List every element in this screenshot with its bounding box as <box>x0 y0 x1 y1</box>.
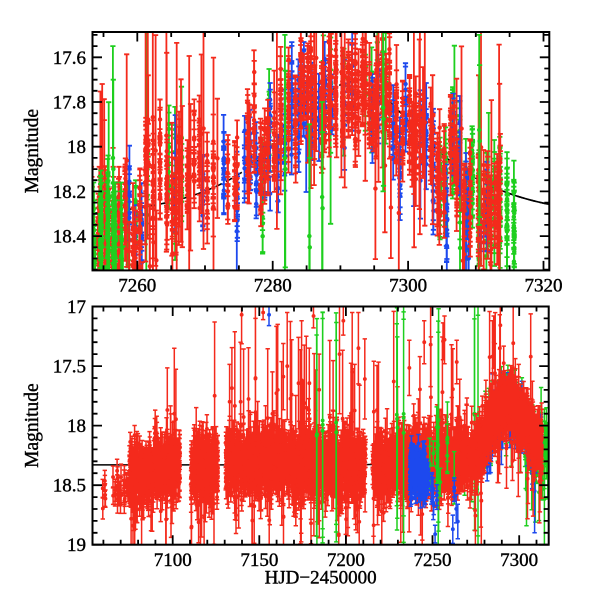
svg-text:18.4: 18.4 <box>53 227 87 248</box>
svg-text:7200: 7200 <box>327 550 365 571</box>
svg-text:18: 18 <box>67 416 86 437</box>
svg-text:Magnitude: Magnitude <box>22 109 43 193</box>
svg-text:18.2: 18.2 <box>53 182 86 203</box>
svg-text:7280: 7280 <box>254 276 292 297</box>
svg-text:7300: 7300 <box>500 550 538 571</box>
svg-text:7250: 7250 <box>414 550 452 571</box>
svg-text:7260: 7260 <box>118 276 156 297</box>
svg-text:7320: 7320 <box>525 276 563 297</box>
svg-text:7100: 7100 <box>154 550 192 571</box>
svg-text:17.5: 17.5 <box>53 357 86 378</box>
svg-text:7300: 7300 <box>389 276 427 297</box>
svg-text:18: 18 <box>67 137 86 158</box>
svg-text:19: 19 <box>67 535 86 556</box>
svg-text:17: 17 <box>67 297 86 318</box>
svg-text:Magnitude: Magnitude <box>22 383 43 467</box>
svg-text:HJD−2450000: HJD−2450000 <box>265 568 377 589</box>
svg-text:18.5: 18.5 <box>53 476 86 497</box>
svg-text:17.6: 17.6 <box>53 48 86 69</box>
svg-text:17.8: 17.8 <box>53 93 86 114</box>
svg-text:7150: 7150 <box>240 550 278 571</box>
